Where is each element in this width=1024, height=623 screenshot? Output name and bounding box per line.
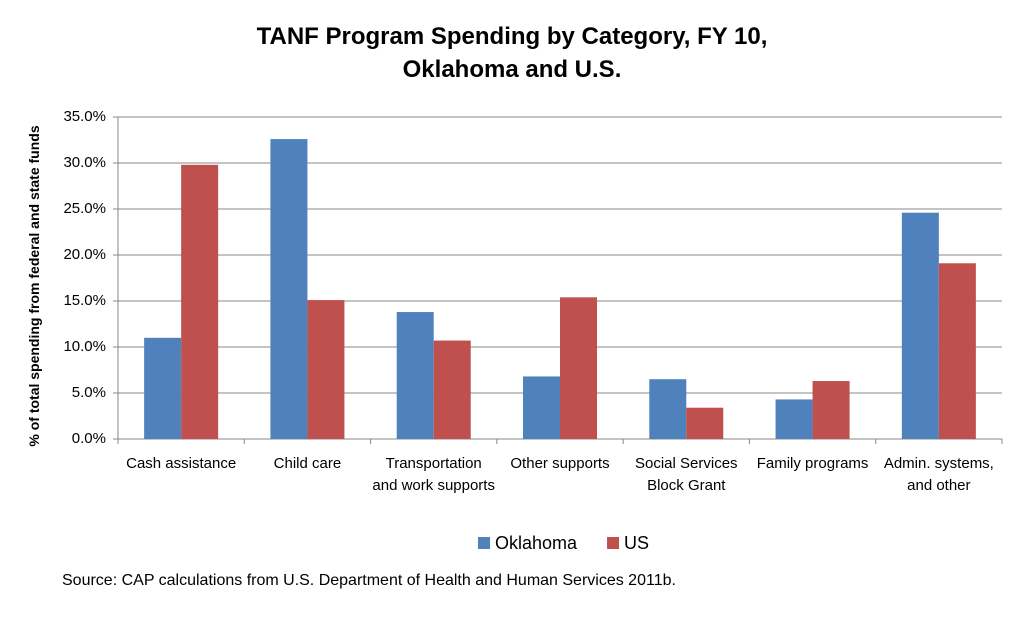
legend-label: US: [624, 533, 649, 553]
y-tick-label: 20.0%: [63, 246, 106, 263]
chart-title: TANF Program Spending by Category, FY 10…: [256, 23, 768, 83]
bar: [901, 212, 939, 439]
bar: [144, 337, 182, 439]
x-tick-label: Social Services Block Grant: [635, 455, 738, 494]
bar: [307, 300, 345, 439]
y-tick-label: 15.0%: [63, 292, 106, 309]
bar: [181, 164, 219, 439]
x-tick-label: Other supports: [510, 455, 610, 472]
bar: [270, 139, 308, 439]
y-tick-label: 30.0%: [63, 154, 106, 171]
bar: [686, 407, 724, 439]
bar: [938, 263, 976, 439]
y-tick-label: 5.0%: [72, 384, 106, 401]
source-note: Source: CAP calculations from U.S. Depar…: [62, 572, 676, 589]
y-tick-label: 25.0%: [63, 200, 106, 217]
x-tick-label: Child care: [273, 455, 342, 472]
bar: [775, 399, 813, 439]
bar: [560, 297, 597, 439]
bar: [812, 381, 850, 439]
y-tick-label: 0.0%: [72, 430, 106, 447]
x-tick-label: Family programs: [756, 455, 869, 472]
x-tick-label: Transportation and work supports: [372, 455, 495, 494]
bar: [649, 379, 687, 439]
bar: [433, 340, 471, 439]
y-tick-label: 35.0%: [63, 108, 106, 125]
bar: [396, 312, 434, 439]
legend-label: Oklahoma: [495, 533, 578, 553]
legend-swatch: [478, 537, 490, 549]
y-tick-label: 10.0%: [63, 338, 106, 355]
bar: [523, 376, 560, 439]
x-tick-label: Cash assistance: [126, 455, 237, 472]
legend-swatch: [607, 537, 620, 549]
x-tick-label: Admin. systems, and other: [883, 455, 994, 494]
